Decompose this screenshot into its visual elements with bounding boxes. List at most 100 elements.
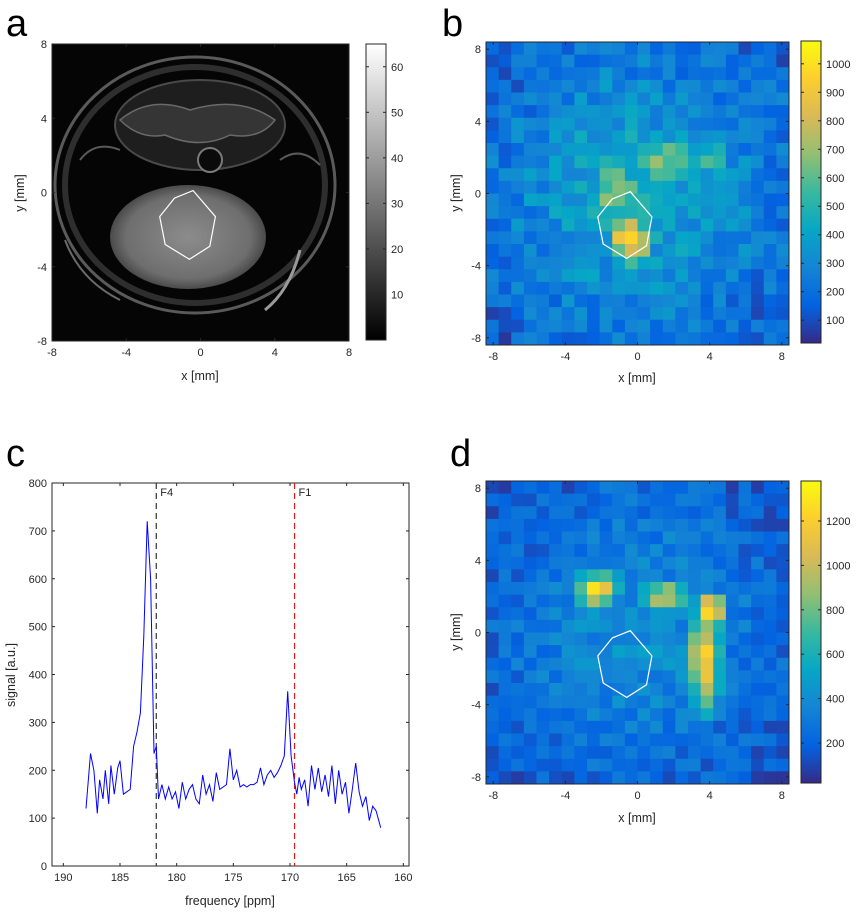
heatmap-cell [662,168,676,182]
heatmap-cell [549,594,563,608]
heatmap-cell [637,683,651,697]
x-tick-label: 175 [224,872,242,884]
heatmap-cell [675,332,689,346]
heatmap-cell [650,130,664,144]
heatmap-cell [549,531,563,545]
heatmap-cell [650,79,664,93]
heatmap-cell [688,733,702,747]
heatmap-cell [612,720,626,734]
heatmap-cell [612,231,626,245]
heatmap-cell [725,607,739,621]
heatmap-cell [776,632,790,646]
heatmap-cell [599,92,613,106]
heatmap-cell [486,544,500,558]
heatmap-cell [523,294,537,308]
heatmap-cell [574,332,588,346]
heatmap-cell [700,708,714,722]
heatmap-cell [700,594,714,608]
heatmap-cell [549,493,563,507]
heatmap-cell [624,117,638,131]
heatmap-cell [738,544,752,558]
heatmap-cell [498,168,512,182]
heatmap-cell [624,269,638,283]
heatmap-cell [574,582,588,596]
x-tick-label: 8 [779,351,785,363]
heatmap-cell [561,281,575,295]
heatmap-cell [738,105,752,119]
heatmap-cell [624,518,638,532]
heatmap-cell [523,117,537,131]
heatmap-cell [561,632,575,646]
heatmap-cell [713,168,727,182]
heatmap-cell [523,758,537,772]
heatmap-cell [637,168,651,182]
heatmap-cell [536,708,550,722]
heatmap-cell [612,733,626,747]
heatmap-cell [713,733,727,747]
heatmap-cell [688,67,702,81]
heatmap-cell [776,556,790,570]
heatmap-cell [498,481,512,495]
heatmap-cell [612,771,626,785]
heatmap-cell [763,319,777,333]
heatmap-cell [776,281,790,295]
heatmap-cell [498,708,512,722]
heatmap-cell [675,506,689,520]
heatmap-cell [536,256,550,270]
heatmap-cell [574,670,588,684]
heatmap-cell [561,746,575,760]
heatmap-cell [561,569,575,583]
heatmap-cell [688,193,702,207]
heatmap-cell [713,607,727,621]
heatmap-cell [574,518,588,532]
heatmap-cell [624,256,638,270]
heatmap-cell [511,193,525,207]
heatmap-cell [624,619,638,633]
heatmap-cell [751,771,765,785]
heatmap-cell [612,193,626,207]
heatmap-cell [713,130,727,144]
heatmap-cell [700,771,714,785]
heatmap-cell [587,180,601,194]
heatmap-cell [561,332,575,346]
heatmap-cell [751,582,765,596]
heatmap-cell [574,143,588,157]
heatmap-cell [675,294,689,308]
heatmap-cell [713,544,727,558]
heatmap-cell [776,518,790,532]
heatmap-cell [511,619,525,633]
heatmap-cell [486,708,500,722]
heatmap-cell [587,92,601,106]
heatmap-cell [486,79,500,93]
x-tick-label: 0 [197,347,203,359]
heatmap-cell [624,506,638,520]
heatmap-cell [751,481,765,495]
heatmap-cell [523,518,537,532]
heatmap-cell [486,582,500,596]
colorbar-tick-label: 200 [826,738,844,750]
heatmap-cell [637,256,651,270]
heatmap-cell [523,544,537,558]
x-tick-label: 4 [707,790,713,802]
heatmap-cell [486,683,500,697]
heatmap-cell [675,531,689,545]
heatmap-cell [561,307,575,321]
heatmap-cell [688,180,702,194]
colorbar-tick-label: 1200 [826,516,850,528]
heatmap-cell [776,269,790,283]
heatmap-cell [662,105,676,119]
heatmap-cell [599,105,613,119]
heatmap-cell [587,708,601,722]
heatmap-cell [751,294,765,308]
heatmap-cell [599,708,613,722]
heatmap-cell [763,733,777,747]
heatmap-cell [498,594,512,608]
heatmap-cell [587,67,601,81]
heatmap-cell [511,544,525,558]
heatmap-cell [763,42,777,56]
heatmap-cell [536,168,550,182]
heatmap-cell [587,493,601,507]
heatmap-cell [561,143,575,157]
heatmap-cell [763,594,777,608]
heatmap-cell [675,231,689,245]
